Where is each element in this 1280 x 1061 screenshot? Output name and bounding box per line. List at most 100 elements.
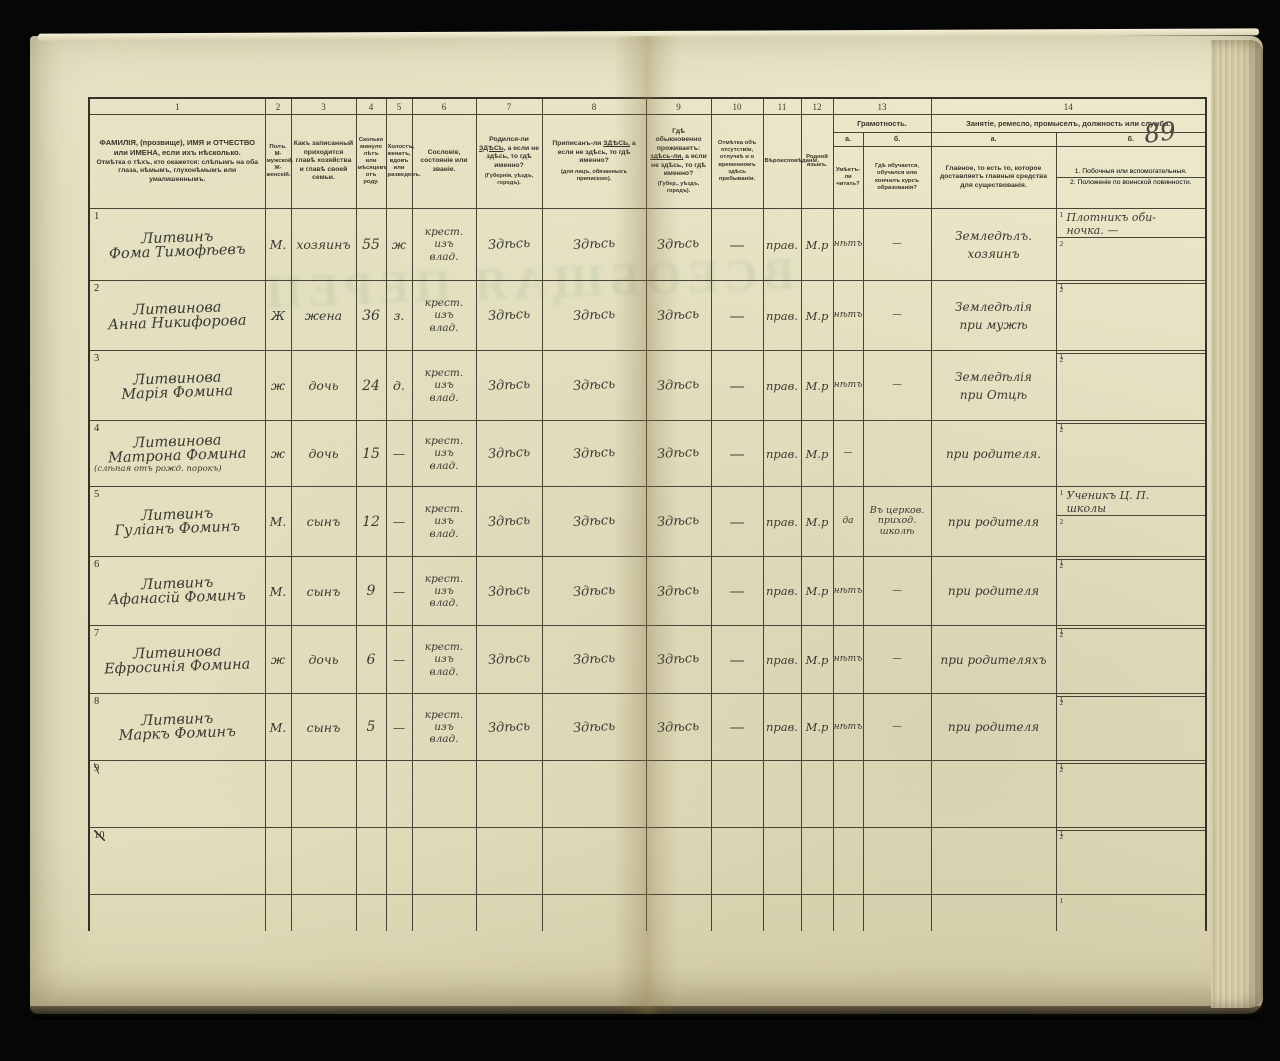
table-row: 5 Литвинъ Гуліанъ Фоминъ М. сынъ 12— крест. из… xyxy=(88,486,1207,557)
cell-name: 2 Литвинова Анна Никифорова xyxy=(88,280,266,351)
cell-resides: Здѣсь xyxy=(645,693,712,761)
side-occupation-1: 1 xyxy=(1056,557,1205,567)
row-number: 5 xyxy=(94,489,100,500)
col-header-age: Сколько минуло лѣтъ или мѣсяцевъ отъ род… xyxy=(355,114,387,209)
cell-religion: прав. xyxy=(762,625,802,694)
side-occupation-2: 2 xyxy=(1059,765,1064,774)
occupation-a-label: а. xyxy=(930,132,1057,147)
cell-relation: дочь xyxy=(290,350,357,421)
cell-age: 15 xyxy=(355,420,387,487)
cell-born xyxy=(475,894,543,931)
side-occupation-1: 1 xyxy=(1056,421,1205,431)
cell-educated: — xyxy=(862,208,932,281)
cell-marital: ж xyxy=(385,208,413,281)
cell-religion xyxy=(762,760,802,828)
side-occupation-1: 1 xyxy=(1056,351,1205,361)
cell-resides xyxy=(645,827,712,895)
cell-born: Здѣсь xyxy=(475,625,543,694)
occupation-side-header: 1. Побочныя или вспомогательныя. 2. Поло… xyxy=(1055,146,1207,209)
cell-absence: — xyxy=(710,350,764,421)
cell-educated xyxy=(862,827,932,895)
col-header-marital: Холостъ, женатъ, вдовъ или разведенъ. xyxy=(385,114,421,209)
row-number: 7 xyxy=(94,628,100,639)
cell-absence: — xyxy=(710,420,764,487)
cell-relation: жена xyxy=(290,280,357,351)
col-num-1: 1 xyxy=(88,97,266,115)
cell-sex: Ж xyxy=(264,280,292,351)
census-table: 1 2 3 4 5 6 7 8 9 10 11 12 13 14 xyxy=(88,97,1207,931)
cell-resides xyxy=(645,760,712,828)
row-number: 2 xyxy=(94,283,100,294)
side-occupation-2: 2 xyxy=(1059,517,1064,527)
cell-sex xyxy=(264,760,292,828)
registered-here: ЗДѢСЬ, xyxy=(603,140,630,148)
cell-name: 3 Литвинова Марія Фомина xyxy=(88,350,266,421)
cell-age: 36 xyxy=(355,280,387,351)
cell-language: М.р xyxy=(800,280,834,351)
cell-occupation: Земледѣлія при мужѣ xyxy=(930,280,1057,351)
cell-born: Здѣсь xyxy=(475,556,543,626)
born-pre: Родился-ли xyxy=(489,136,529,144)
cell-relation xyxy=(290,760,357,828)
cell-age: 55 xyxy=(355,208,387,281)
cell-estate: крест. изъ влад. xyxy=(411,486,477,557)
col-header-estate: Сословіе, состояніе или званіе. xyxy=(411,114,477,209)
born-note: (Губернія, уѣздъ, городъ). xyxy=(484,172,534,186)
cell-estate: крест. изъ влад. xyxy=(411,280,477,351)
cell-occupation: Земледѣлъ. хозяинъ xyxy=(930,208,1057,281)
cell-reads: — xyxy=(832,420,864,487)
cell-born: Здѣсь xyxy=(475,280,543,351)
cell-educated: — xyxy=(862,280,932,351)
literacy-where-header: Гдѣ обучается, обучался или кончилъ курс… xyxy=(862,146,932,209)
col-header-religion: Вѣроисповѣданіе. xyxy=(762,114,819,209)
cell-name: 10 xyxy=(88,827,266,895)
cell-born: Здѣсь xyxy=(475,486,543,557)
table-row: 6 Литвинъ Афанасій Фоминъ М. сынъ 9— крест. из… xyxy=(88,556,1207,626)
cell-absence: — xyxy=(710,208,764,281)
cell-absence: — xyxy=(710,693,764,761)
cell-resides: Здѣсь xyxy=(645,486,712,557)
cell-reads xyxy=(832,760,864,828)
cell-resides: Здѣсь xyxy=(645,420,712,487)
col-num-7: 7 xyxy=(475,97,543,115)
cell-reads: нѣтъ xyxy=(832,693,864,761)
cell-religion xyxy=(762,827,802,895)
cell-born xyxy=(475,760,543,828)
cell-reads: нѣтъ xyxy=(832,556,864,626)
cell-absence: — xyxy=(710,556,764,626)
cell-occupation: при родителя xyxy=(930,486,1057,557)
cell-language: М.р xyxy=(800,693,834,761)
cell-resides: Здѣсь xyxy=(645,208,712,281)
cell-marital xyxy=(385,894,413,931)
cell-language: М.р xyxy=(800,208,834,281)
cell-born: Здѣсь xyxy=(475,350,543,421)
col-header-born: Родился-ли ЗДѢСЬ, а если не здѣсь, то гд… xyxy=(475,114,543,209)
cell-marital xyxy=(385,760,413,828)
cell-age xyxy=(355,827,387,895)
cell-resides: Здѣсь xyxy=(645,556,712,626)
col-header-name: ФАМИЛІЯ, (прозвище), ИМЯ и ОТЧЕСТВО или … xyxy=(88,114,266,209)
col-num-10: 10 xyxy=(710,97,764,115)
cell-relation: сынъ xyxy=(290,556,357,626)
cell-religion xyxy=(762,894,802,931)
col-header-relation: Какъ записанный приходится главѣ хозяйст… xyxy=(290,114,357,209)
cell-language: М.р xyxy=(800,350,834,421)
cell-reads: нѣтъ xyxy=(832,625,864,694)
cell-absence xyxy=(710,760,764,828)
cell-religion: прав. xyxy=(762,208,802,281)
col-header-language: Родной языкъ. xyxy=(800,114,834,209)
cell-religion: прав. xyxy=(762,556,802,626)
cell-estate: крест. изъ влад. xyxy=(411,208,477,281)
cell-born xyxy=(475,827,543,895)
cell-registered: Здѣсь xyxy=(541,280,647,351)
born-rest: а если не здѣсь, то гдѣ именно? xyxy=(486,144,539,169)
cell-resides: Здѣсь xyxy=(645,280,712,351)
cell-marital: — xyxy=(385,625,413,694)
cell-language xyxy=(800,760,834,828)
cell-registered xyxy=(541,827,647,895)
cell-absence: — xyxy=(710,280,764,351)
side-occupation-1: 1 xyxy=(1056,761,1205,771)
cell-estate xyxy=(411,827,477,895)
